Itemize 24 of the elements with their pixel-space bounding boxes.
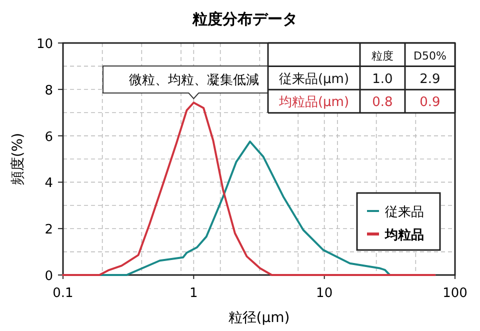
x-tick-label: 1 (190, 286, 198, 301)
y-tick-label: 8 (44, 83, 53, 98)
annotation: 微粒、均粒、凝集低減 (129, 73, 259, 88)
y-tick-label: 6 (44, 130, 53, 145)
x-tick-label: 10 (316, 286, 333, 301)
legend-label: 従来品 (385, 205, 424, 220)
x-tick-label: 0.1 (52, 286, 74, 301)
y-tick-label: 0 (44, 269, 53, 284)
x-axis-title: 粒径(μm) (228, 310, 290, 326)
y-tick-label: 10 (36, 37, 53, 52)
y-tick-label: 4 (44, 176, 53, 192)
y-axis-title: 頻度(%) (10, 132, 26, 186)
annotation: 粒度 (372, 50, 394, 62)
annotation: 1.0 (372, 72, 393, 87)
chart-title: 粒度分布データ (192, 10, 298, 28)
y-tick-label: 2 (44, 222, 53, 238)
legend-label: 均粒品 (384, 228, 424, 243)
annotation: D50% (414, 50, 446, 62)
annotation: 2.9 (420, 72, 440, 87)
x-tick-label: 100 (442, 286, 468, 301)
annotation: 均粒品(μm) (278, 95, 350, 110)
annotation: 0.8 (372, 95, 393, 110)
annotation: 従来品(μm) (278, 72, 350, 87)
annotation: 0.9 (420, 95, 440, 110)
